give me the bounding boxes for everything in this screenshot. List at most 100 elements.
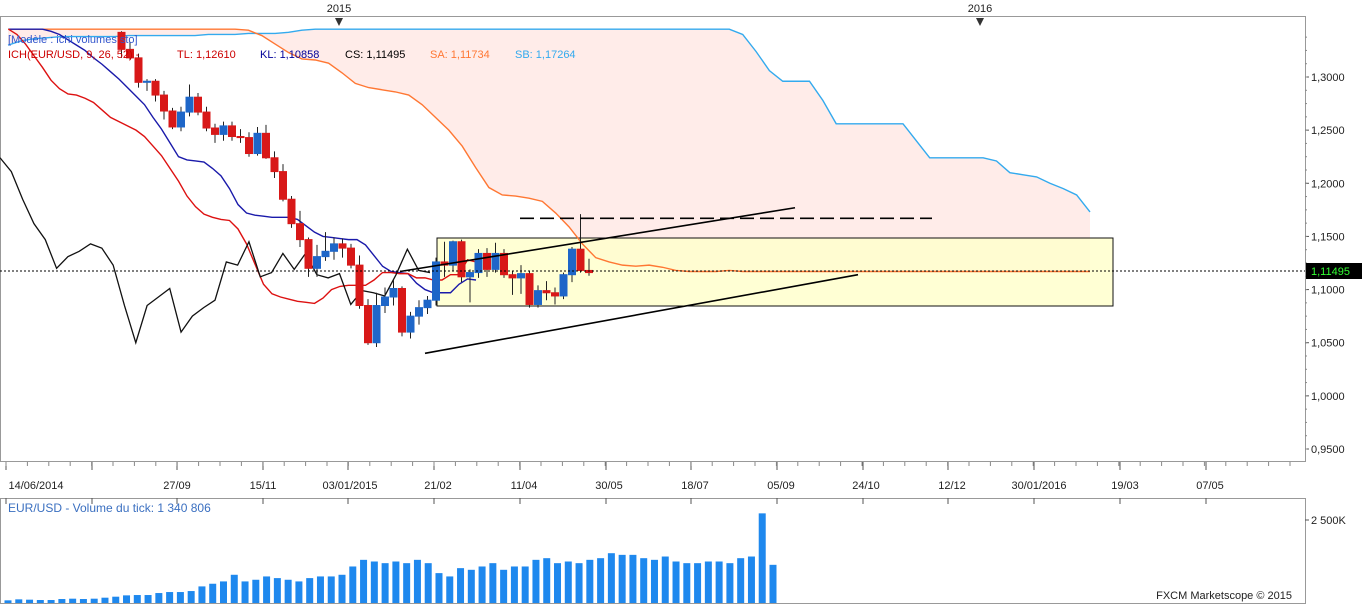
- volume-bar: [489, 563, 497, 603]
- axes: 1,3000 1,2500 1,2000 1,1500 1,1000 1,0500 1,00…: [5, 36, 1345, 504]
- candle-down: [287, 198, 296, 225]
- volume-bar: [349, 566, 357, 603]
- x-tick-label: 18/07: [681, 480, 709, 492]
- candle-down: [117, 31, 126, 50]
- candle-up: [313, 256, 321, 269]
- candle-up: [432, 261, 440, 301]
- kijun-line: [8, 28, 477, 294]
- volume-bar: [769, 564, 777, 603]
- volume-bar: [241, 581, 249, 603]
- volume-bar: [36, 600, 44, 603]
- volume-bar: [457, 568, 465, 603]
- y-tick-label: 0,9500: [1311, 444, 1345, 456]
- volume-bar: [607, 553, 615, 603]
- candle-up: [219, 125, 228, 135]
- volume-bar: [586, 559, 594, 603]
- volume-bar: [295, 581, 303, 603]
- volume-bar: [58, 599, 66, 603]
- volume-bar: [155, 593, 163, 603]
- candle-down: [168, 110, 177, 128]
- candle-up: [491, 252, 500, 270]
- candle-down: [126, 48, 134, 59]
- volume-tick-label: 2 500K: [1311, 515, 1347, 527]
- volume-bar: [683, 563, 691, 603]
- volume-bar: [176, 592, 184, 603]
- year-label-2015: 2015: [327, 3, 351, 15]
- candle-down: [151, 80, 160, 96]
- volume-bar: [219, 581, 227, 603]
- volume-bar: [704, 561, 712, 603]
- volume-bars: [4, 513, 777, 603]
- volume-bar: [316, 576, 324, 603]
- candle-down: [134, 57, 143, 83]
- model-label: [Modèle : ichi volumes sto]: [8, 34, 138, 46]
- volume-bar: [112, 596, 120, 603]
- candle-down: [245, 137, 253, 155]
- footer-label: FXCM Marketscope © 2015: [1156, 590, 1292, 602]
- candle-down: [398, 288, 406, 333]
- x-tick-label: 15/11: [250, 480, 277, 492]
- x-tick-label: 03/01/2015: [322, 480, 377, 492]
- y-tick-label: 1,1000: [1311, 285, 1345, 297]
- volume-bar: [650, 559, 658, 603]
- y-tick-label: 1,0500: [1311, 338, 1345, 350]
- volume-bar: [338, 574, 346, 603]
- legend-ich: ICH(EUR/USD, 9, 26, 52) -: [8, 49, 140, 61]
- volume-bar: [737, 558, 745, 603]
- legend-sb: SB: 1,17264: [515, 49, 576, 61]
- current-price-label: 1,11495: [1311, 266, 1350, 278]
- volume-bar: [166, 592, 174, 603]
- y-tick-label: 1,2000: [1311, 178, 1345, 190]
- candle-down: [585, 269, 593, 274]
- volume-bar: [500, 569, 508, 603]
- year-marker-2015-icon: [335, 18, 343, 26]
- candle-down: [457, 241, 466, 278]
- candle-down: [576, 248, 585, 271]
- candle-down: [551, 292, 559, 297]
- volume-bar: [69, 598, 77, 603]
- volume-bar: [263, 576, 271, 603]
- candle-down: [304, 239, 313, 269]
- x-tick-label: 19/03: [1111, 480, 1139, 492]
- candle-down: [270, 157, 279, 173]
- volume-bar: [694, 563, 702, 603]
- candle-up: [321, 250, 330, 258]
- x-tick-label: 14/06/2014: [8, 480, 63, 492]
- candle-down: [228, 125, 236, 138]
- candle-down: [338, 243, 347, 249]
- volume-bar: [521, 566, 529, 603]
- x-tick-label: 12/12: [938, 480, 966, 492]
- y-tick-label: 1,2500: [1311, 125, 1345, 137]
- volume-bar: [327, 576, 335, 603]
- volume-bar: [467, 569, 475, 603]
- candle-up: [330, 243, 338, 252]
- senkou-span-a-line: [8, 28, 1090, 273]
- kumo-fill: [8, 29, 1090, 272]
- volume-bar: [575, 563, 583, 603]
- volume-bar: [392, 561, 400, 603]
- volume-bar: [133, 595, 141, 603]
- x-tick-label: 30/01/2016: [1011, 480, 1066, 492]
- volume-bar: [370, 561, 378, 603]
- x-tick-label: 11/04: [511, 480, 538, 492]
- volume-bar: [47, 600, 55, 603]
- candle-down: [355, 264, 364, 307]
- candle-up: [185, 96, 194, 113]
- candle-up: [534, 290, 542, 305]
- volume-bar: [15, 599, 23, 603]
- candle-down: [542, 290, 551, 294]
- volume-bar: [306, 578, 314, 603]
- wedge-upper-trendline: [399, 206, 796, 273]
- volume-bar: [273, 578, 281, 603]
- year-marker-2016-icon: [976, 18, 984, 26]
- volume-bar: [413, 559, 421, 603]
- year-label-2016: 2016: [968, 3, 992, 15]
- volume-bar: [758, 513, 766, 603]
- x-tick-label: 30/05: [595, 480, 623, 492]
- volume-bar: [543, 558, 551, 603]
- volume-bar: [360, 559, 368, 603]
- volume-bar: [510, 566, 518, 603]
- candle-down: [347, 247, 355, 266]
- volume-bar: [640, 558, 648, 603]
